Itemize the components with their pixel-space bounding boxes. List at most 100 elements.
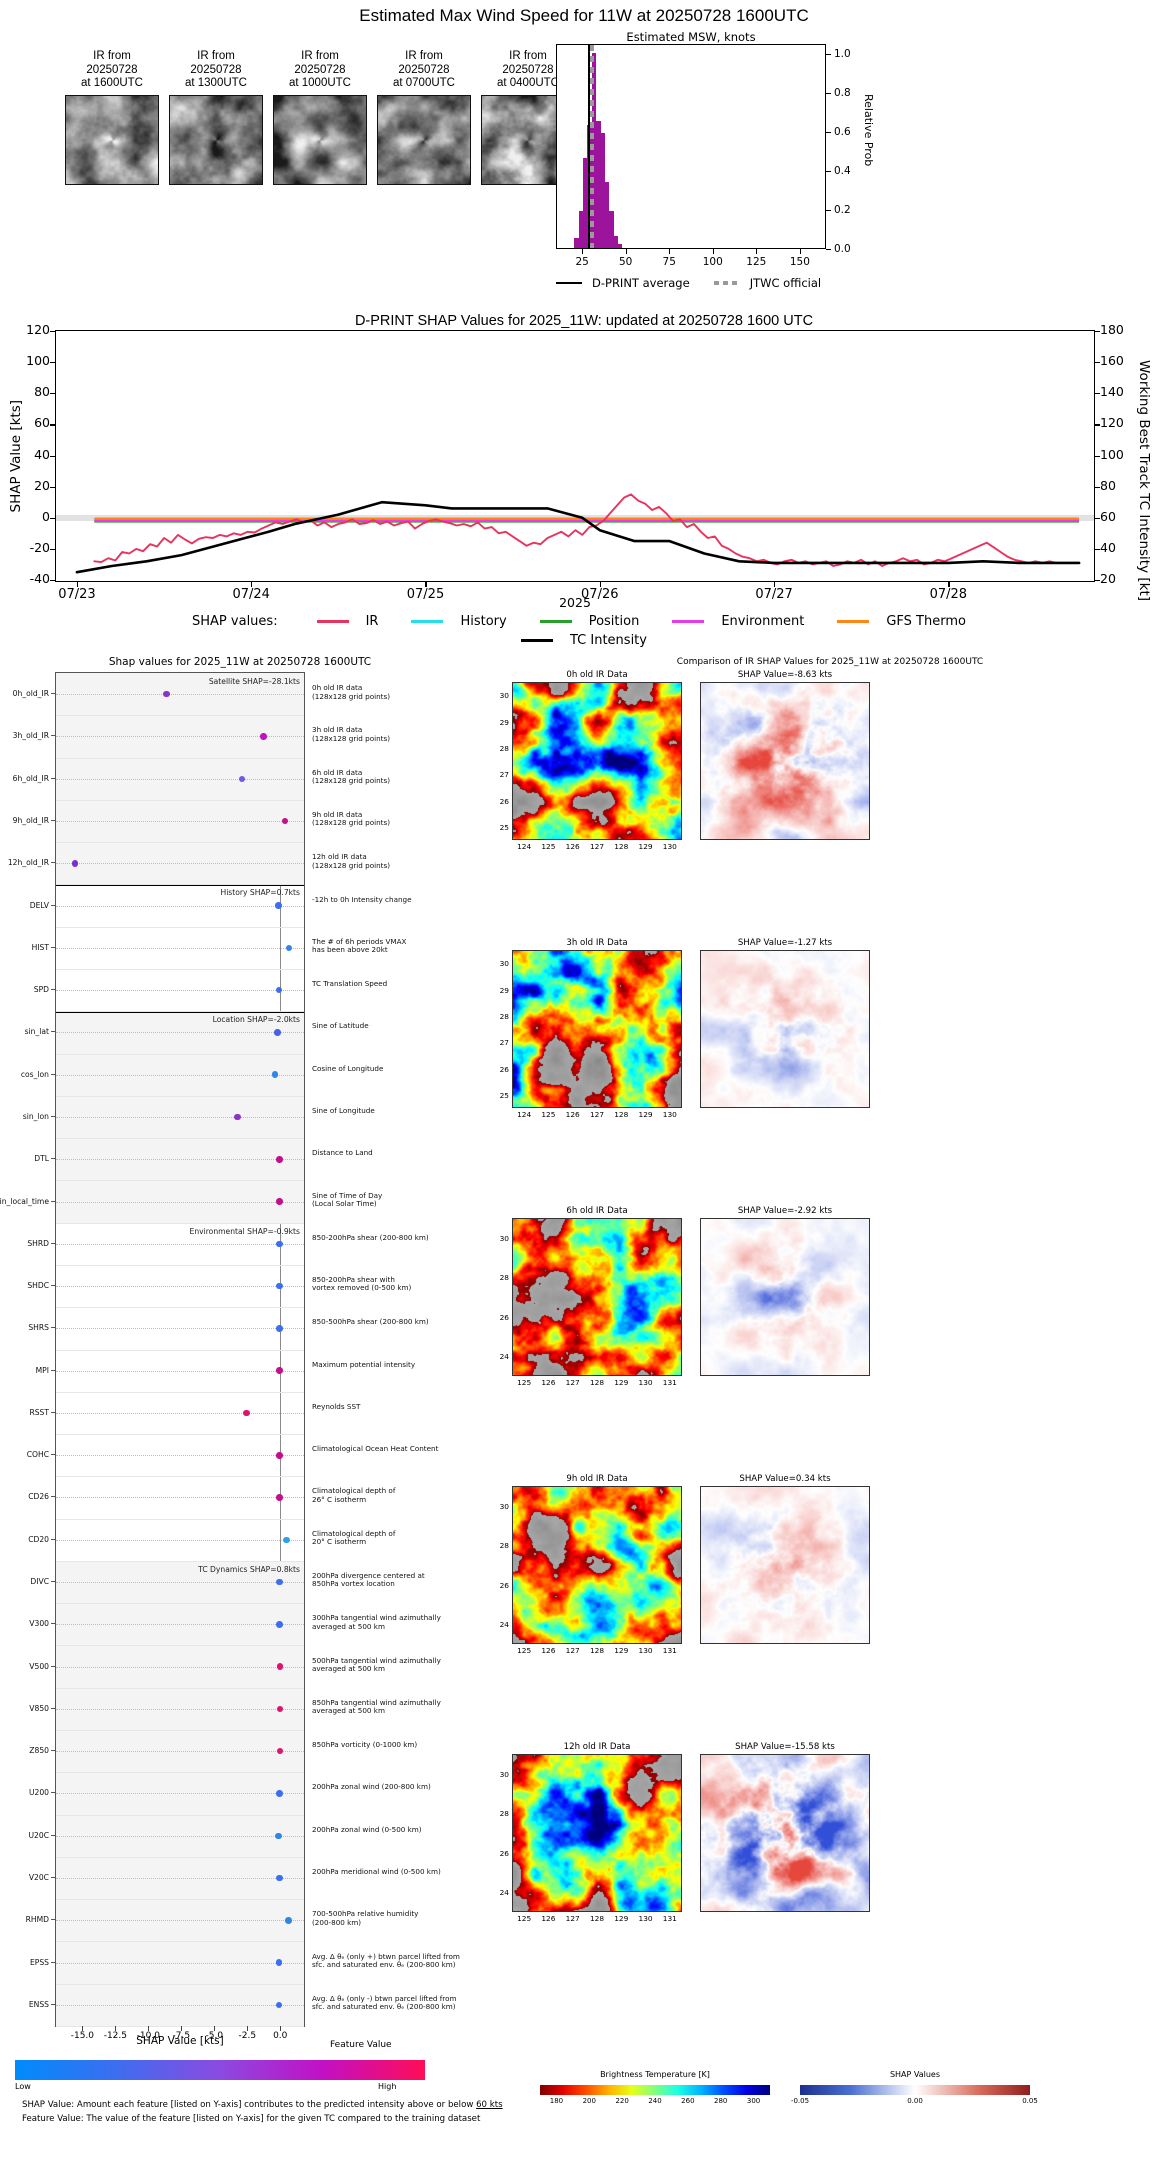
shap-feature-tick [51,1031,55,1033]
histogram-xtick [582,249,584,254]
shap-row-divider [56,1645,304,1647]
shap-value-image [700,1754,870,1912]
shap-feature-description: Maximum potential intensity [312,1359,416,1369]
ts-xtick-label: 07/24 [232,587,270,602]
histogram-xtick-label: 75 [662,256,676,268]
ts-ytick-right-label: 60 [1100,508,1116,524]
msw-histogram: 25 50 75 100 125 150 0.0 0.2 0.4 0.6 0.8 1.0 Relativ… [556,44,875,268]
histogram-xtick-label: 100 [702,256,723,268]
shap-feature-tick [51,1327,55,1329]
ir-xtick-label: 130 [638,1646,653,1655]
feature-value-low-label: Low [15,2082,31,2091]
shap-feature-name: Z850 [29,1746,49,1756]
ts-legend-row-2: TC Intensity [0,633,1168,648]
shap-feature-name: 12h_old_IR [7,858,49,868]
ts-ytick-left [50,362,56,364]
shap-feature-description: Avg. Δ θₑ (only -) btwn parcel lifted fr… [312,1993,457,2012]
shap-value-image [700,1218,870,1376]
footnote-shap-value: SHAP Value: Amount each feature [listed … [22,2100,503,2110]
ts-ytick-right-label: 140 [1100,384,1124,400]
ir-xtick-label: 125 [541,842,556,851]
ir-image [65,94,159,185]
ir-data-title: 6h old IR Data [566,1206,628,1216]
ts-ytick-right-label: 160 [1100,353,1124,369]
shap-feature-description: 6h old IR data (128x128 grid points) [312,767,391,786]
shap-feature-tick [51,1707,55,1709]
shap-row-divider [56,1095,304,1097]
shap-point [276,1705,284,1713]
shap-value-title: SHAP Value=-1.27 kts [737,938,833,948]
shap-point [260,733,267,740]
shap-feature-description: Distance to Land [312,1148,373,1158]
shap-feature-gridline [56,1835,304,1837]
shap-feature-tick [51,1496,55,1498]
ts-ytick-right [1094,455,1100,457]
ir-ytick-label: 25 [499,822,509,832]
shap-feature-description: Sine of Time of Day (Local Solar Time) [312,1190,383,1208]
shap-point [271,1071,279,1078]
histogram-ytick-label: 1.0 [834,47,851,60]
comparison-title: Comparison of IR SHAP Values for 2025_11… [676,657,984,667]
shap-feature-gridline [56,736,304,738]
shap-feature-description: Reynolds SST [312,1401,361,1411]
shap-feature-tick [51,777,55,779]
ir-ytick-label: 27 [499,1038,509,1048]
ir-xtick-label: 124 [517,842,532,851]
shap-value-image [700,682,870,840]
histogram-bar [596,121,601,248]
shap-feature-gridline [56,1793,304,1795]
ir-ytick-label: 30 [499,691,509,701]
shap-feature-gridline [56,1497,304,1499]
ts-ytick-right [1094,393,1100,395]
shap-feature-name: U20C [28,1830,49,1840]
shap-row-divider [56,1814,304,1816]
shap-feature-name: SHRS [28,1323,49,1333]
shap-point [276,1240,283,1248]
ir-image [273,94,367,185]
histogram-ytick-label: 0.8 [834,86,851,99]
ir-ytick-label: 26 [499,1848,509,1858]
ir-xtick-label: 128 [589,1378,605,1387]
ir-panel-2: IR from 20250728 at 1000UTC [268,50,372,185]
histogram-ytick [826,92,831,94]
shap-colorbar-tick-label: -0.05 [790,2097,810,2105]
shap-feature-tick [51,2003,55,2005]
ts-ytick-right [1094,580,1100,582]
shap-xtick [148,2026,150,2031]
shap-feature-description: 0h old IR data (128x128 grid points) [312,683,391,701]
histogram-legend: D-PRINT average JTWC official [556,276,886,290]
ts-xtick [948,581,950,587]
shap-feature-description: 12h old IR data (128x128 grid points) [312,852,391,870]
shap-feature-description: 850-200hPa shear with vortex removed (0-… [312,1275,412,1293]
shap-row-divider [56,884,304,886]
shap-feature-name: V500 [29,1661,49,1671]
ts-xtick-label: 07/25 [406,587,445,602]
shap-feature-gridline [56,1708,304,1710]
ir-xtick-label: 125 [517,1646,532,1655]
ir-xtick-label: 128 [614,1110,629,1119]
ts-ytick-left-label: 20 [34,477,50,493]
jtwc-official-line [589,45,594,248]
shap-feature-description: Sine of Longitude [312,1105,375,1115]
ts-ytick-right-label: 120 [1100,415,1124,431]
shap-feature-name: DTL [34,1154,49,1164]
ts-legend-label: History [460,614,507,629]
ir-xtick-label: 129 [614,1914,629,1923]
ts-ytick-right [1094,362,1100,364]
histogram-xtick-label: 150 [789,256,810,268]
shap-row-divider [56,2026,304,2027]
shap-point [276,1663,284,1670]
shap-feature-tick [51,904,55,906]
ir-ytick-label: 30 [499,959,509,969]
shap-feature-name: sin_lon [22,1111,49,1121]
brightness-tick-label: 280 [714,2097,728,2105]
shap-colorbar-tick-label: 0.05 [1022,2097,1038,2105]
shap-row-divider [56,1307,304,1309]
shap-xtick-label: -12.5 [103,2031,127,2041]
feature-value-colorbar [15,2060,425,2080]
shap-feature-name: sin_lat [24,1027,49,1037]
shap-feature-gridline [56,2004,304,2006]
shap-point [238,775,246,783]
shap-feature-name: V850 [29,1703,49,1713]
shap-group-label: Environmental SHAP=-0.9kts [189,1226,300,1236]
